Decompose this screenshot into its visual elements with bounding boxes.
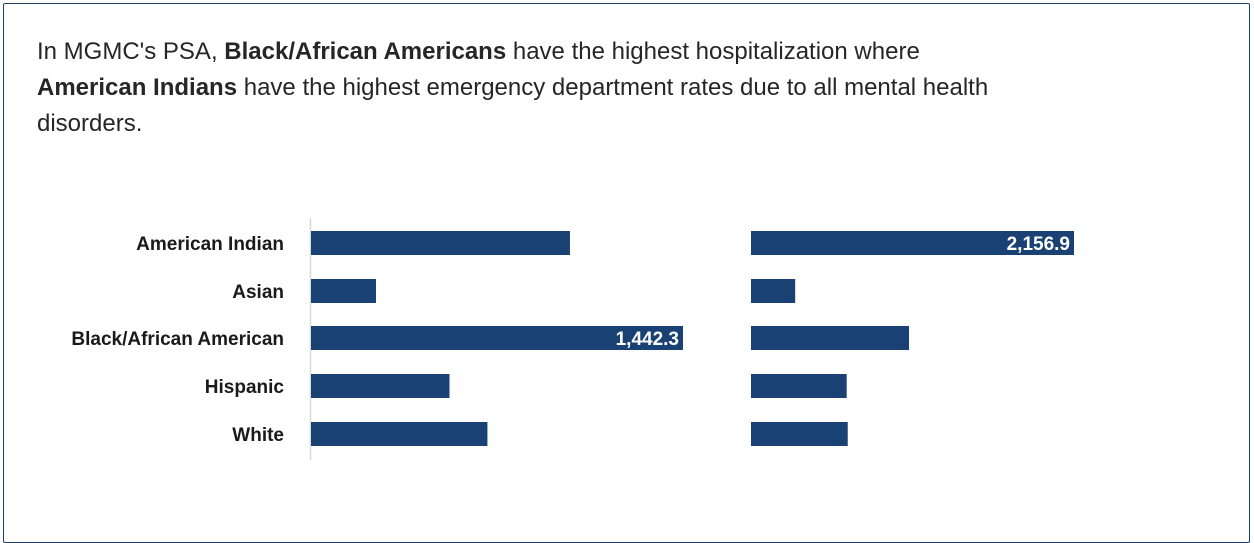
hospitalization-bar-hispanic xyxy=(311,374,450,398)
emergency-department-bar-chart: 2,156.9 xyxy=(751,231,1074,446)
headline: In MGMC's PSA, Black/African Americans h… xyxy=(37,34,1027,142)
hospitalization-bar-asian xyxy=(311,279,376,303)
category-label-american-indian: American Indian xyxy=(136,234,284,255)
ed-bar-asian xyxy=(751,279,796,303)
hospitalization-bar-black-african-american xyxy=(311,326,683,350)
bar-charts: American Indian Asian Black/African Americ… xyxy=(71,218,1074,460)
hospitalization-bar-white xyxy=(311,422,488,446)
headline-bold-american-indians: American Indians xyxy=(37,74,238,101)
category-label-black-african-american: Black/African American xyxy=(71,329,284,350)
category-label-asian: Asian xyxy=(232,282,284,303)
ed-bar-black-african-american xyxy=(751,326,909,350)
ed-bar-white xyxy=(751,422,848,446)
ed-bar-american-indian xyxy=(751,231,1074,255)
headline-text-3: have the highest emergency department ra… xyxy=(37,74,989,137)
hospitalization-data-label-black-african-american: 1,442.3 xyxy=(616,329,679,350)
ed-data-label-american-indian: 2,156.9 xyxy=(1007,234,1070,255)
headline-bold-black-african-americans: Black/African Americans xyxy=(224,38,507,65)
hospitalization-bar-american-indian xyxy=(311,231,570,255)
category-label-hispanic: Hispanic xyxy=(205,377,285,398)
hospitalization-bar-chart: American Indian Asian Black/African Americ… xyxy=(71,218,683,460)
category-label-white: White xyxy=(232,425,284,446)
headline-text-1: In MGMC's PSA, xyxy=(37,38,225,65)
headline-text-2: have the highest hospitalization where xyxy=(506,38,920,65)
ed-bar-hispanic xyxy=(751,374,847,398)
